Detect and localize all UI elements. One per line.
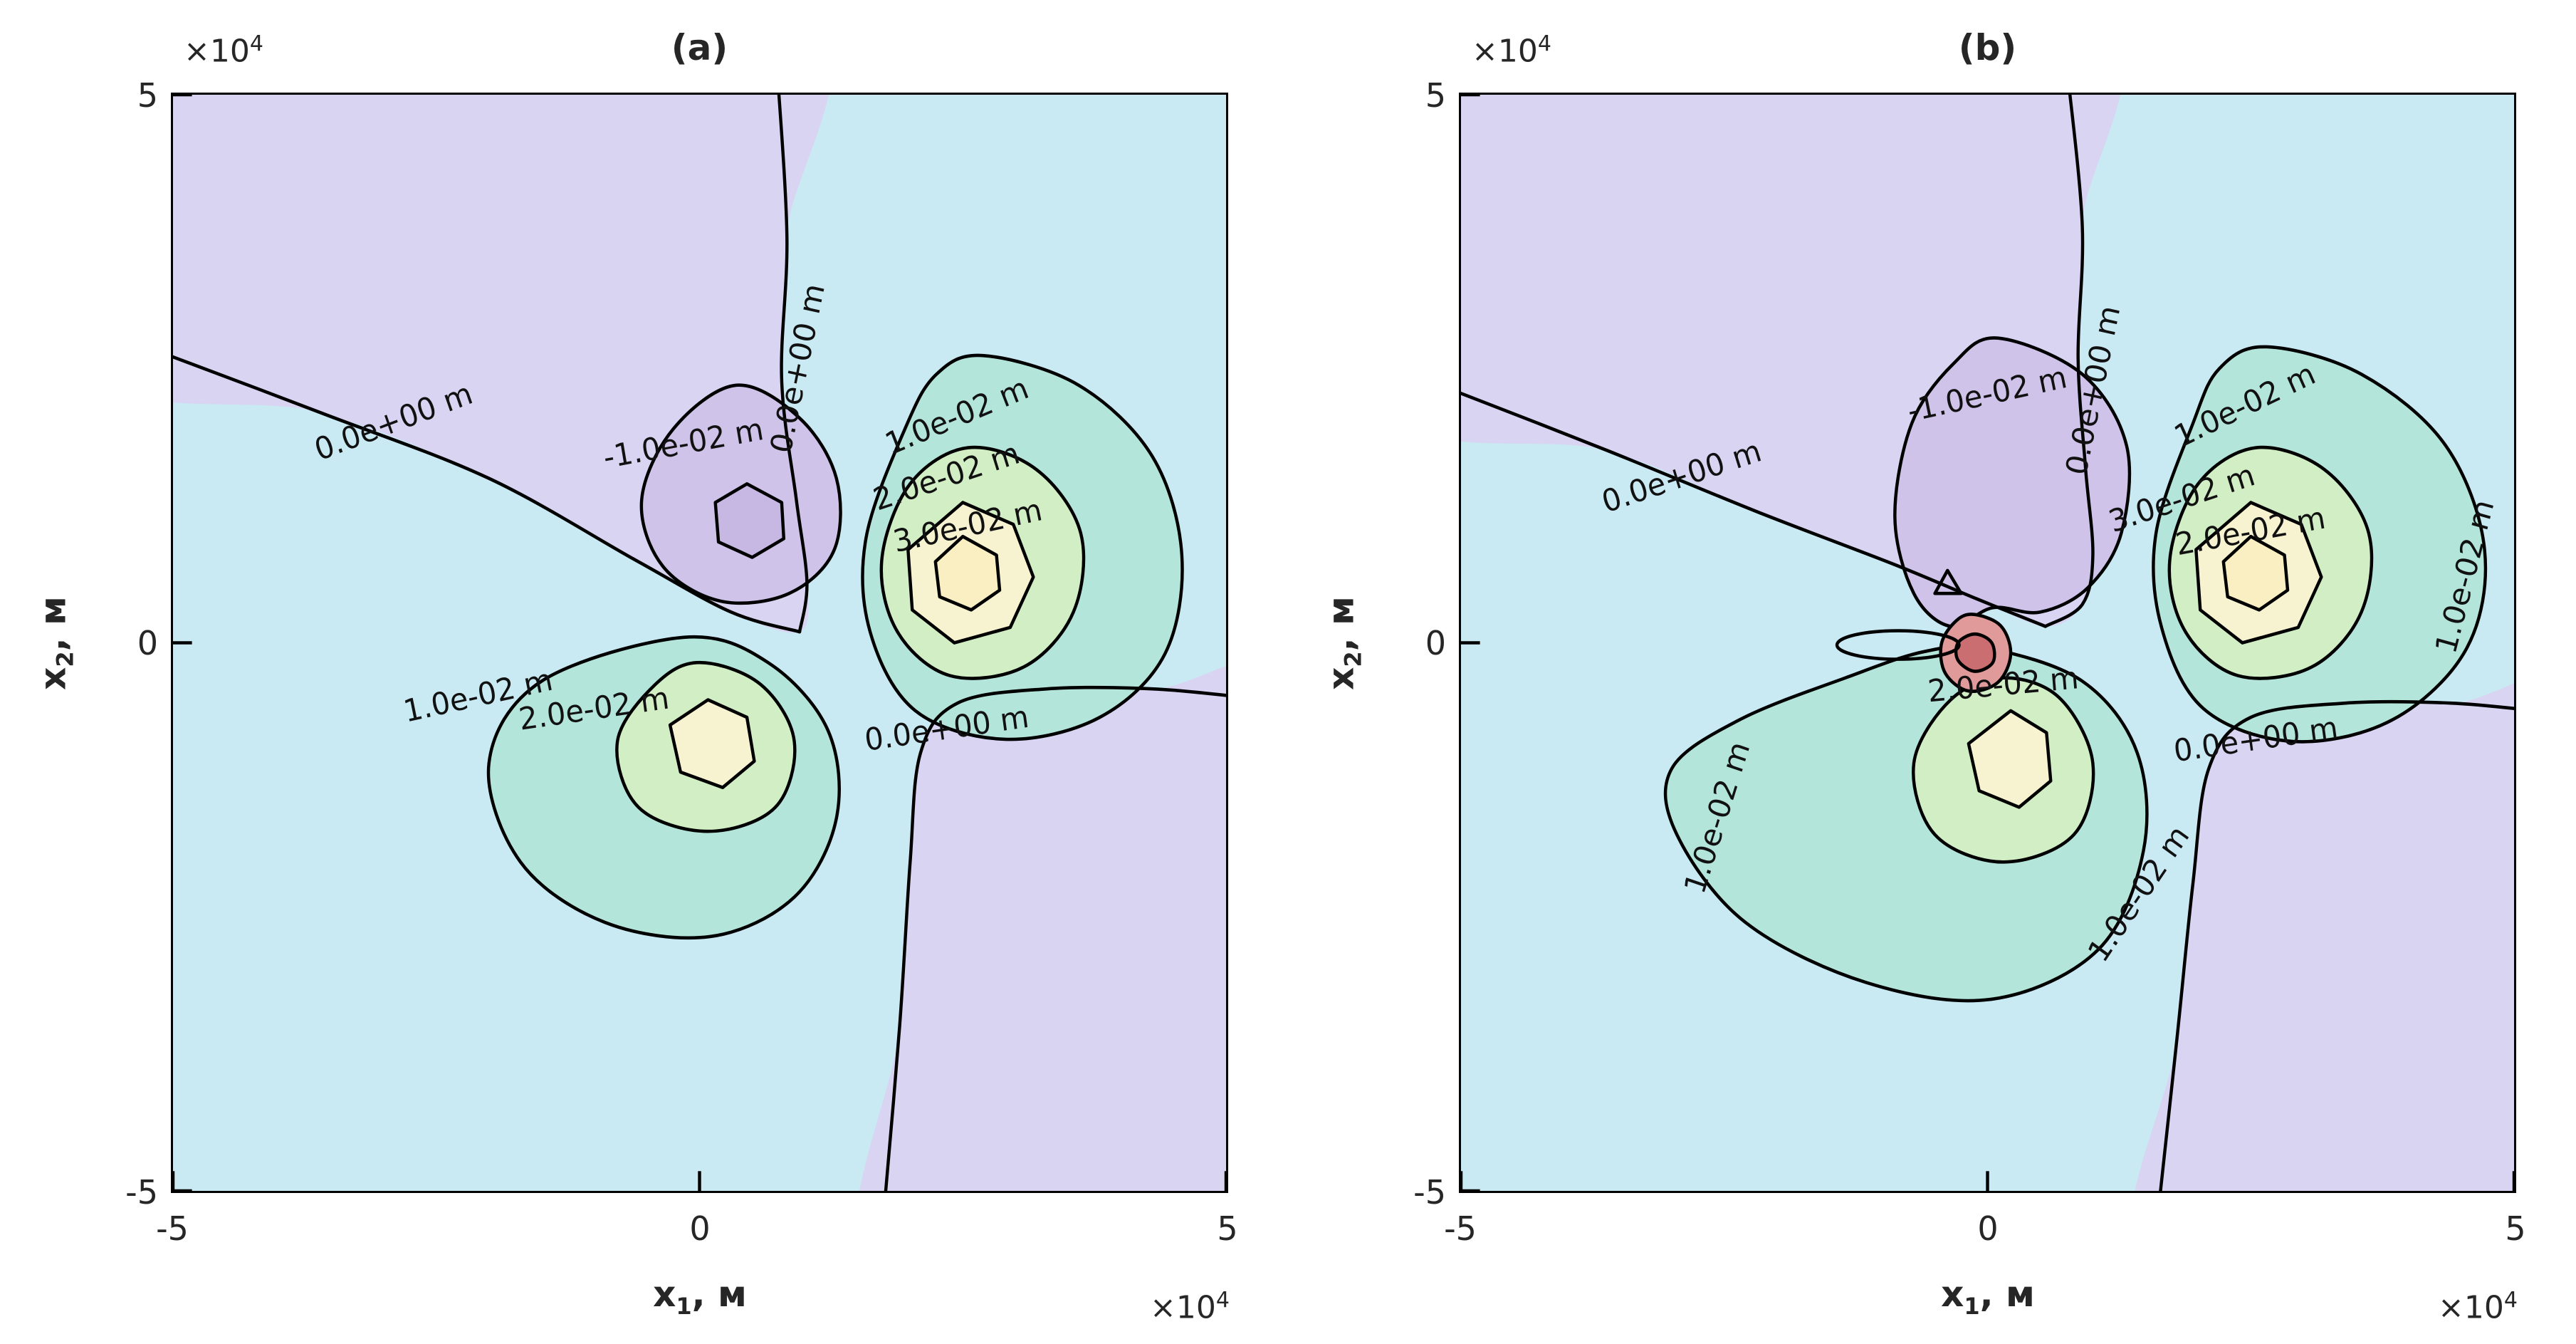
contour-plot: 0.0e+00 m -1.0e-02 m0.0e+00 m 1.0e-02 m2.0… (173, 95, 1226, 1191)
y-label-rest: , м (1320, 596, 1362, 652)
zero-contour-from-top (2043, 95, 2095, 628)
x-exponent-power: 4 (1215, 1288, 1230, 1313)
y-tick-label-top: 5 (1425, 76, 1446, 115)
zero-eye-contour (1835, 629, 1961, 661)
y-label-sub: 2 (51, 651, 79, 667)
x-label-rest: , м (1979, 1273, 2035, 1315)
x-label-base: x (653, 1273, 676, 1315)
y-exponent-base: ×10 (1472, 33, 1538, 70)
x-tick-label-right: 5 (2505, 1209, 2526, 1248)
x-label-sub: 1 (676, 1293, 692, 1320)
panel-b: (b) ×104 5 0 -5 x2, м -1.0e-02 m 0.0e+00 … (1288, 0, 2576, 1344)
panel-title: (b) (1958, 27, 2017, 68)
lower-lobe-3e-2 (668, 698, 756, 789)
y-tick-label-bottom: -5 (1413, 1173, 1446, 1212)
zero-contour-diagonal (1461, 391, 2048, 628)
zero-contour-from-top (777, 95, 809, 634)
x-exponent-power: 4 (2503, 1288, 2518, 1313)
right-lobe-inner (933, 534, 1002, 612)
zero-contour-lower-right (884, 685, 1226, 1191)
right-lobe-inner (2221, 534, 2290, 612)
y-axis-exponent: ×104 (184, 31, 263, 70)
y-label-sub: 2 (1339, 651, 1367, 667)
x-tick-label-left: -5 (1444, 1209, 1477, 1248)
y-tick-label-mid: 0 (1425, 624, 1446, 662)
lower-lobe-3e-2 (1967, 709, 2053, 809)
x-axis-label: x1, м (653, 1273, 747, 1320)
triangle-marker (1933, 568, 1963, 595)
y-exponent-power: 4 (249, 31, 263, 56)
x-axis-exponent: ×104 (1150, 1288, 1230, 1326)
y-label-rest: , м (32, 596, 74, 652)
negative-region-lower-right (859, 666, 1226, 1191)
x-tick-label-right: 5 (1217, 1209, 1238, 1248)
zero-contour-diagonal (173, 355, 802, 634)
red-spot-inner (1954, 632, 1996, 673)
x-exponent-base: ×10 (1150, 1289, 1216, 1326)
panel-a: (a) ×104 5 0 -5 x2, м 0.0e+00 m -1.0e-02 … (33, 27, 1238, 1326)
neg-lobe-minus2e-2 (713, 482, 786, 559)
y-exponent-base: ×10 (184, 33, 250, 70)
y-tick-label-bottom: -5 (125, 1173, 158, 1212)
panel-title: (a) (671, 27, 728, 68)
zero-contour-lower-right (2159, 699, 2514, 1191)
x-axis-label: x1, м (1941, 1273, 2035, 1320)
x-exponent-base: ×10 (2438, 1289, 2504, 1326)
x-tick-label-mid: 0 (1977, 1209, 1999, 1248)
x-axis-exponent: ×104 (2438, 1288, 2518, 1326)
x-tick-label-left: -5 (156, 1209, 189, 1248)
neg-lobe-minus1e-2 (1893, 336, 2132, 628)
y-tick-label-top: 5 (137, 76, 158, 115)
y-axis-label: x2, м (1321, 596, 1367, 690)
x-label-sub: 1 (1964, 1293, 1980, 1320)
y-label-base: x (32, 667, 74, 690)
y-label-base: x (1320, 667, 1362, 690)
y-exponent-power: 4 (1537, 31, 1551, 56)
contour-plot: -1.0e-02 m0.0e+00 m 1.0e-02 m1.0e-02 m0.0… (1461, 95, 2514, 1191)
negative-region-lower-right (2135, 683, 2514, 1191)
y-axis-exponent: ×104 (1472, 31, 1551, 70)
plot-area: 0.0e+00 m -1.0e-02 m 0.0e+00 m 1.0e-02 m 2.0… (171, 93, 1228, 1193)
x-tick-label-mid: 0 (689, 1209, 711, 1248)
y-axis-label: x2, м (33, 596, 79, 690)
y-tick-label-mid: 0 (137, 624, 158, 662)
x-label-rest: , м (691, 1273, 747, 1315)
x-label-base: x (1941, 1273, 1964, 1315)
plot-area: -1.0e-02 m 0.0e+00 m 1.0e-02 m 1.0e-02 m 0.0… (1459, 93, 2516, 1193)
